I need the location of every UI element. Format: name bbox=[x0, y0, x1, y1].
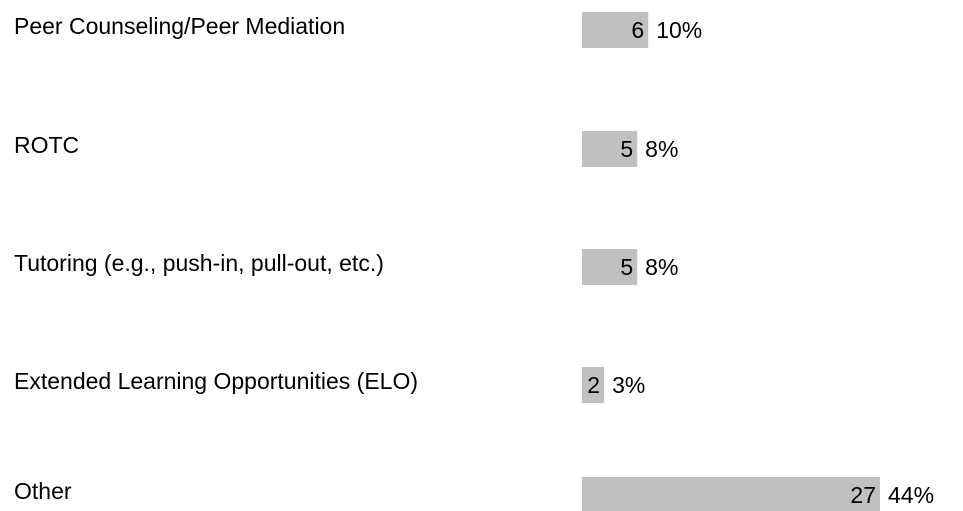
count-label: 6 bbox=[631, 17, 644, 43]
category-label: Other bbox=[14, 478, 72, 504]
percent-label: 10% bbox=[656, 17, 702, 43]
count-label: 5 bbox=[620, 136, 633, 162]
bar bbox=[582, 131, 638, 167]
bar bbox=[582, 12, 649, 48]
count-label: 5 bbox=[620, 254, 633, 280]
bar bbox=[582, 249, 638, 285]
percent-label: 3% bbox=[612, 372, 645, 398]
count-label: 27 bbox=[850, 482, 876, 508]
percent-label: 8% bbox=[645, 136, 678, 162]
percent-label: 44% bbox=[888, 482, 934, 508]
bar bbox=[582, 477, 880, 511]
category-label: Tutoring (e.g., push-in, pull-out, etc.) bbox=[14, 250, 384, 276]
category-label: Extended Learning Opportunities (ELO) bbox=[14, 368, 418, 394]
percent-label: 8% bbox=[645, 254, 678, 280]
category-label: Peer Counseling/Peer Mediation bbox=[14, 13, 345, 39]
count-label: 2 bbox=[587, 372, 600, 398]
bar bbox=[582, 367, 605, 403]
category-label: ROTC bbox=[14, 132, 79, 158]
